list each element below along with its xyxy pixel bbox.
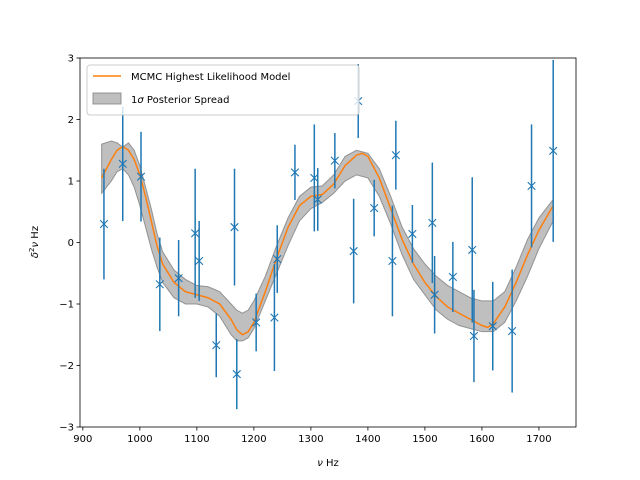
data-point — [469, 289, 479, 383]
point-marker — [448, 272, 458, 282]
data-point — [136, 131, 146, 222]
model-line-layer — [100, 145, 554, 336]
point-marker — [174, 273, 183, 283]
y-tick-label: −1 — [59, 300, 74, 311]
data-point — [391, 120, 401, 190]
legend-band-swatch — [92, 92, 122, 105]
data-point — [330, 133, 340, 189]
data-point — [174, 240, 183, 317]
data-point — [468, 177, 477, 323]
data-point — [273, 225, 282, 293]
x-tick-label: 1700 — [526, 434, 551, 445]
y-axis-label: δ2ν Hz — [28, 226, 41, 258]
data-point — [310, 124, 319, 232]
point-marker — [190, 229, 200, 238]
data-point — [99, 168, 109, 280]
point-marker — [310, 173, 319, 183]
data-point — [549, 59, 558, 242]
point-marker — [468, 245, 477, 255]
data-point — [388, 205, 397, 317]
x-tick-label: 1100 — [184, 434, 209, 445]
y-tick-label: 0 — [68, 238, 74, 249]
point-marker — [549, 146, 558, 156]
data-point — [118, 106, 127, 221]
point-marker — [527, 181, 536, 191]
y-tick-label: 1 — [68, 177, 74, 188]
legend: MCMC Highest Likelihood Model 1σ Posteri… — [86, 64, 360, 116]
data-point — [194, 220, 204, 301]
data-point — [290, 144, 300, 201]
data-points-layer — [99, 59, 558, 410]
y-axis-ticks: −3 −2 −1 0 1 2 3 — [59, 54, 80, 434]
legend-band-label: 1σ Posterior Spread — [131, 95, 230, 106]
data-point — [190, 168, 200, 298]
point-marker — [507, 326, 517, 336]
x-tick-label: 1600 — [469, 434, 494, 445]
data-point — [507, 269, 517, 393]
x-tick-label: 1000 — [127, 434, 152, 445]
point-marker — [230, 222, 239, 232]
point-marker — [430, 290, 439, 299]
legend-model-label: MCMC Highest Likelihood Model — [131, 72, 290, 83]
data-point — [369, 179, 379, 237]
data-point — [313, 168, 322, 231]
data-point — [230, 168, 239, 286]
data-point — [408, 204, 417, 263]
point-marker — [488, 321, 497, 331]
data-point — [349, 198, 358, 304]
x-tick-label: 1300 — [298, 434, 323, 445]
posterior-spread-band — [101, 140, 554, 342]
x-tick-label: 900 — [73, 434, 92, 445]
point-marker — [251, 318, 261, 327]
x-axis-ticks: 900 1000 1100 1200 1300 1400 1500 1600 1700 — [73, 427, 552, 445]
point-marker — [469, 331, 479, 341]
point-marker — [99, 219, 109, 229]
point-marker — [194, 256, 204, 266]
x-tick-label: 1200 — [241, 434, 266, 445]
data-point — [232, 339, 241, 410]
x-tick-label: 1500 — [412, 434, 437, 445]
point-marker — [408, 229, 417, 239]
data-point — [488, 281, 497, 371]
point-marker — [388, 256, 397, 266]
data-point — [212, 313, 221, 378]
y-tick-label: 2 — [68, 115, 74, 126]
point-marker — [136, 172, 146, 181]
point-marker — [212, 341, 221, 350]
point-marker — [270, 313, 279, 322]
x-axis-label: ν Hz — [317, 458, 339, 469]
data-point — [430, 256, 439, 334]
y-tick-label: 3 — [68, 54, 74, 65]
model-line — [100, 145, 554, 336]
point-marker — [428, 218, 437, 228]
point-marker — [290, 168, 300, 177]
data-point — [270, 264, 279, 372]
y-tick-label: −3 — [59, 423, 74, 434]
data-point — [251, 293, 261, 352]
point-marker — [349, 246, 358, 256]
data-point — [155, 237, 165, 332]
point-marker — [232, 369, 241, 379]
data-point — [527, 124, 536, 248]
data-point — [428, 162, 437, 284]
point-marker — [369, 203, 379, 213]
legend-frame — [86, 64, 360, 116]
x-tick-label: 1400 — [355, 434, 380, 445]
y-tick-label: −2 — [59, 361, 74, 372]
point-marker — [155, 280, 165, 289]
point-marker — [391, 150, 401, 160]
data-point — [448, 241, 458, 312]
posterior-band-layer — [101, 140, 554, 342]
point-marker — [330, 156, 340, 165]
point-marker — [118, 159, 127, 168]
point-marker — [313, 195, 322, 204]
point-marker — [273, 254, 282, 264]
